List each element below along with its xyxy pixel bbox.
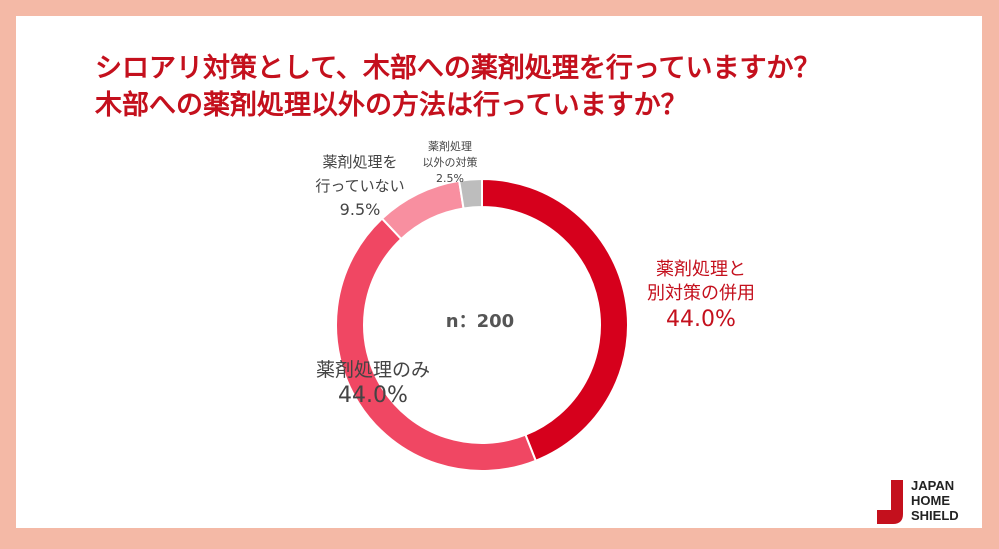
slice-label-both: 薬剤処理と 別対策の併用 44.0% [626, 258, 776, 334]
sample-size-label: n：200 [445, 311, 515, 332]
slice-label-other: 薬剤処理 以外の対策 2.5% [405, 139, 495, 187]
slice-value-label: 44.0% [666, 307, 736, 332]
slice-label-text: 行っていない [315, 177, 405, 195]
logo-text-line: SHIELD [911, 508, 959, 523]
slice-label-text: 薬剤処理と [656, 259, 746, 280]
slice-value-label: 9.5% [339, 200, 381, 219]
chart-title-line1: シロアリ対策として、木部への薬剤処理を行っていますか？ [95, 53, 821, 84]
slice-label-none: 薬剤処理を 行っていない 9.5% [300, 150, 420, 222]
j-mark-icon [877, 480, 903, 524]
donut-slice-3 [458, 177, 483, 210]
slice-value-label: 44.0% [338, 383, 408, 408]
slice-label-text: 別対策の併用 [647, 283, 755, 304]
chart-title: シロアリ対策として、木部への薬剤処理を行っていますか？ 木部への薬剤処理以外の方… [95, 50, 821, 124]
slice-label-text: 薬剤処理を [322, 153, 398, 171]
donut-slice-1 [335, 217, 538, 472]
company-logo: JAPAN HOME SHIELD [873, 478, 973, 530]
logo-text-line: HOME [911, 493, 950, 508]
slice-label-only: 薬剤処理のみ 44.0% [283, 358, 463, 410]
logo-text-line: JAPAN [911, 478, 955, 493]
slice-value-label: 2.5% [436, 172, 464, 185]
chart-title-line2: 木部への薬剤処理以外の方法は行っていますか？ [95, 90, 688, 121]
slice-label-text: 薬剤処理 [428, 140, 472, 153]
slice-label-text: 以外の対策 [422, 156, 478, 169]
slice-label-text: 薬剤処理のみ [315, 359, 430, 381]
